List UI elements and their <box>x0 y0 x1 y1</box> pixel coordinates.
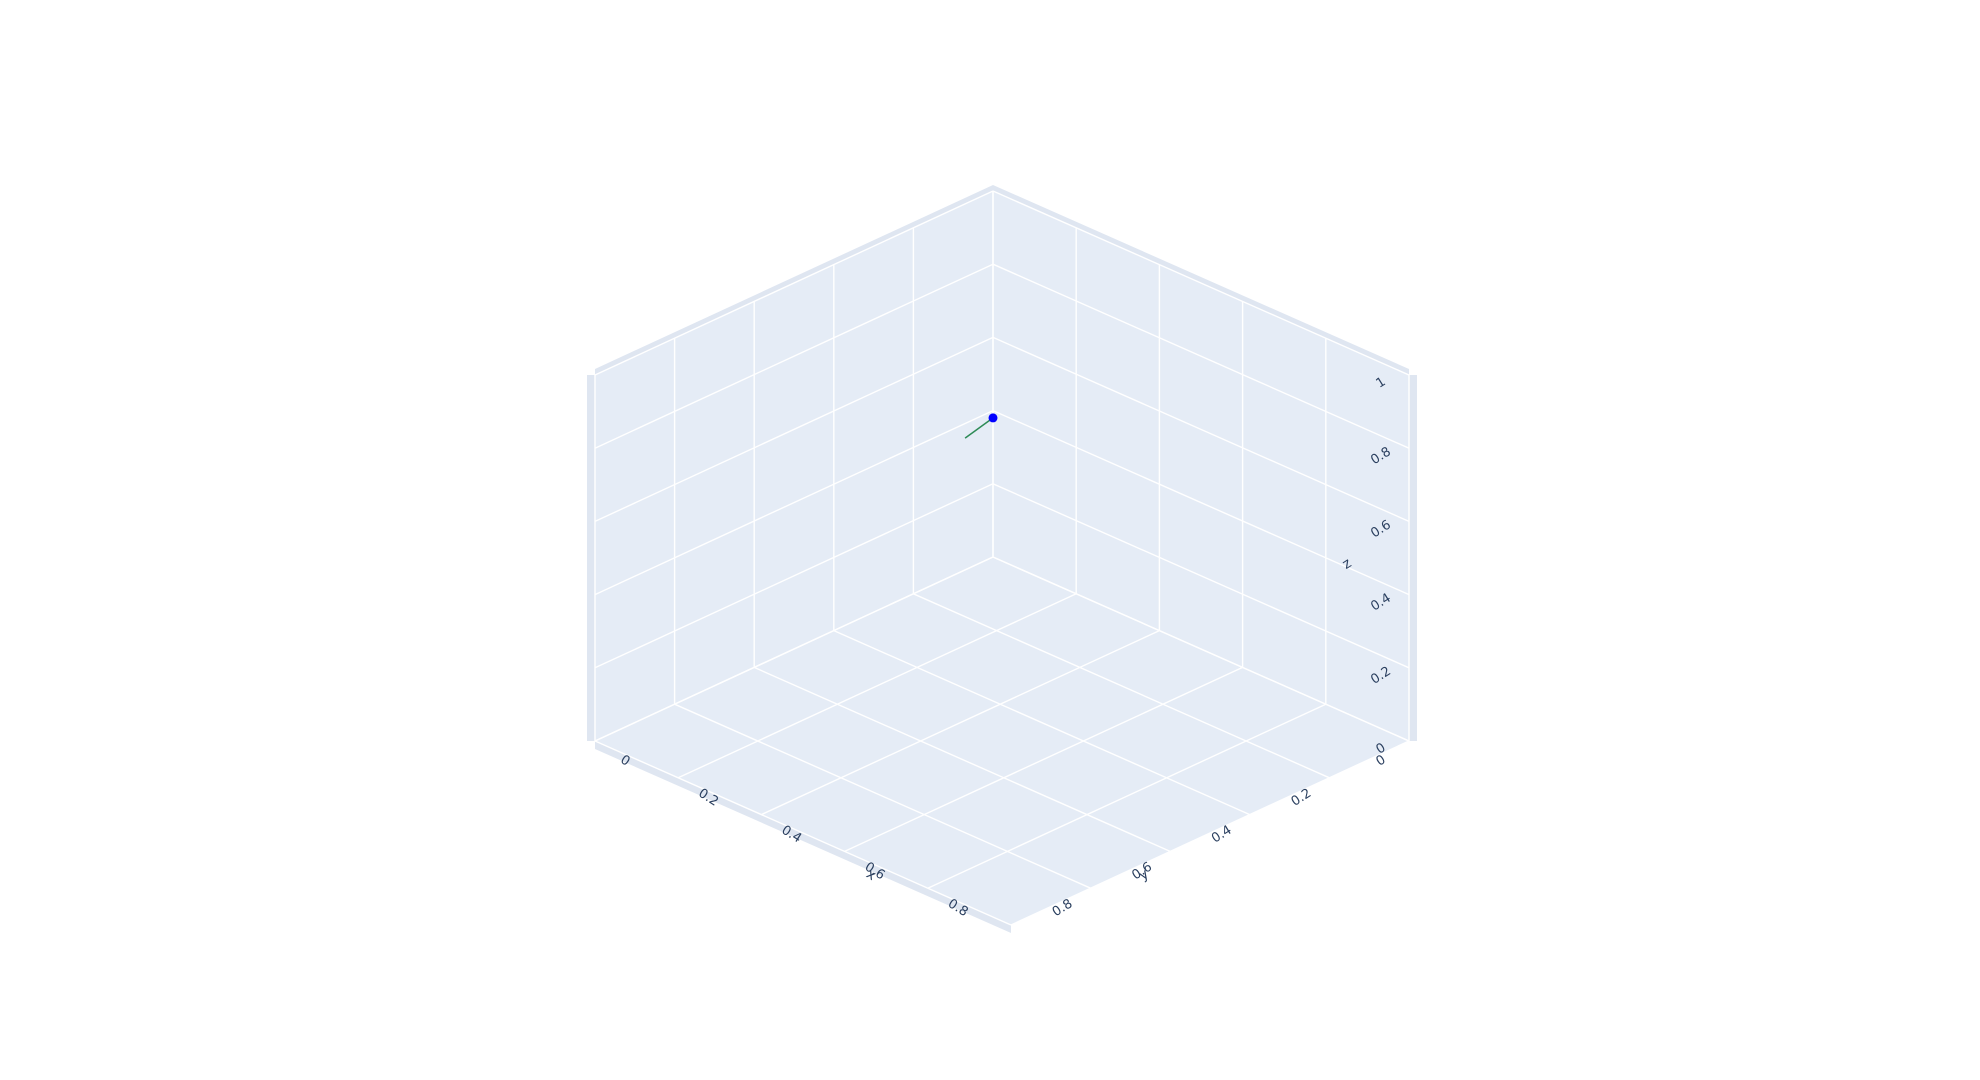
scene-data-marks <box>964 413 998 439</box>
grid-floor-y-1 <box>913 593 1330 779</box>
wall-yz <box>595 191 993 741</box>
grid-floor-x-5 <box>1010 740 1410 926</box>
grid-wallyz-z-3 <box>594 336 994 523</box>
grid-floor-x-4 <box>927 703 1327 889</box>
grid-wallxz-z-2 <box>992 409 1410 596</box>
grid-wallxz-z-1 <box>992 483 1410 669</box>
grid-floor-y-3 <box>753 666 1171 853</box>
grid-floor-x-2 <box>761 629 1160 816</box>
grid-wallxz-z-3 <box>992 336 1410 523</box>
wall-edge-right <box>1409 375 1417 741</box>
grid-floor-y-5 <box>594 740 1012 926</box>
grid-floor-y-2 <box>833 629 1251 816</box>
wall-xz <box>993 191 1409 741</box>
scene-gridlines <box>594 190 1410 926</box>
grid-floor-x-3 <box>844 666 1243 853</box>
wall-edge-top-left <box>595 185 993 375</box>
wall-xy <box>595 557 1409 925</box>
wall-edge-top-right <box>993 185 1409 375</box>
grid-wallyz-z-4 <box>594 263 994 449</box>
grid-wallyz-z-0 <box>594 556 994 742</box>
grid-wallxz-z-5 <box>992 190 1410 376</box>
grid-wallyz-z-2 <box>594 409 994 596</box>
wall-edge-bottom-left <box>595 741 1011 933</box>
series-1-line <box>964 417 994 439</box>
scene-walls <box>587 185 1417 933</box>
grid-wallyz-z-5 <box>594 190 994 376</box>
grid-wallxz-z-4 <box>992 263 1410 449</box>
grid-wallxz-z-0 <box>992 556 1410 742</box>
grid-floor-x-1 <box>677 593 1077 779</box>
series-0-point-0 <box>988 413 998 423</box>
grid-wallyz-z-1 <box>594 483 994 669</box>
wall-edge-left <box>587 375 595 741</box>
grid-floor-y-4 <box>674 703 1091 889</box>
